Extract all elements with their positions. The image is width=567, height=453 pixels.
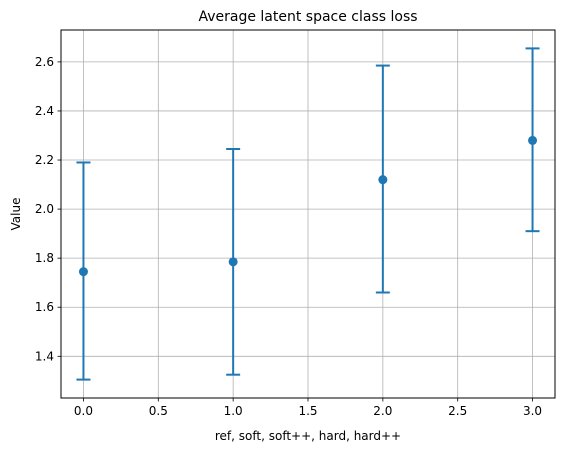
y-tick-label: 2.6 <box>35 55 54 69</box>
data-point <box>378 175 388 185</box>
y-tick-label: 1.4 <box>35 349 54 363</box>
x-tick-label: 3.0 <box>523 404 542 418</box>
y-tick-label: 2.0 <box>35 202 54 216</box>
y-tick-label: 1.8 <box>35 251 54 265</box>
x-axis-label: ref, soft, soft++, hard, hard++ <box>215 429 401 443</box>
data-point <box>528 135 538 145</box>
axis-ticks: 0.0 0.5 1.0 1.5 2.0 2.5 3.0 1.4 1.6 1.8 2.0 2.2 2.4 2… <box>35 55 542 418</box>
data-point <box>228 257 238 267</box>
y-tick-label: 1.6 <box>35 300 54 314</box>
x-tick-label: 0.5 <box>149 404 168 418</box>
x-tick-label: 0.0 <box>74 404 93 418</box>
x-tick-label: 1.0 <box>224 404 243 418</box>
x-tick-label: 2.0 <box>373 404 392 418</box>
data-point <box>78 267 88 277</box>
chart-title: Average latent space class loss <box>198 9 417 25</box>
x-tick-label: 2.5 <box>448 404 467 418</box>
y-axis-label: Value <box>9 198 23 231</box>
y-tick-label: 2.4 <box>35 104 54 118</box>
x-tick-label: 1.5 <box>298 404 317 418</box>
y-tick-label: 2.2 <box>35 153 54 167</box>
data-points <box>78 135 538 277</box>
